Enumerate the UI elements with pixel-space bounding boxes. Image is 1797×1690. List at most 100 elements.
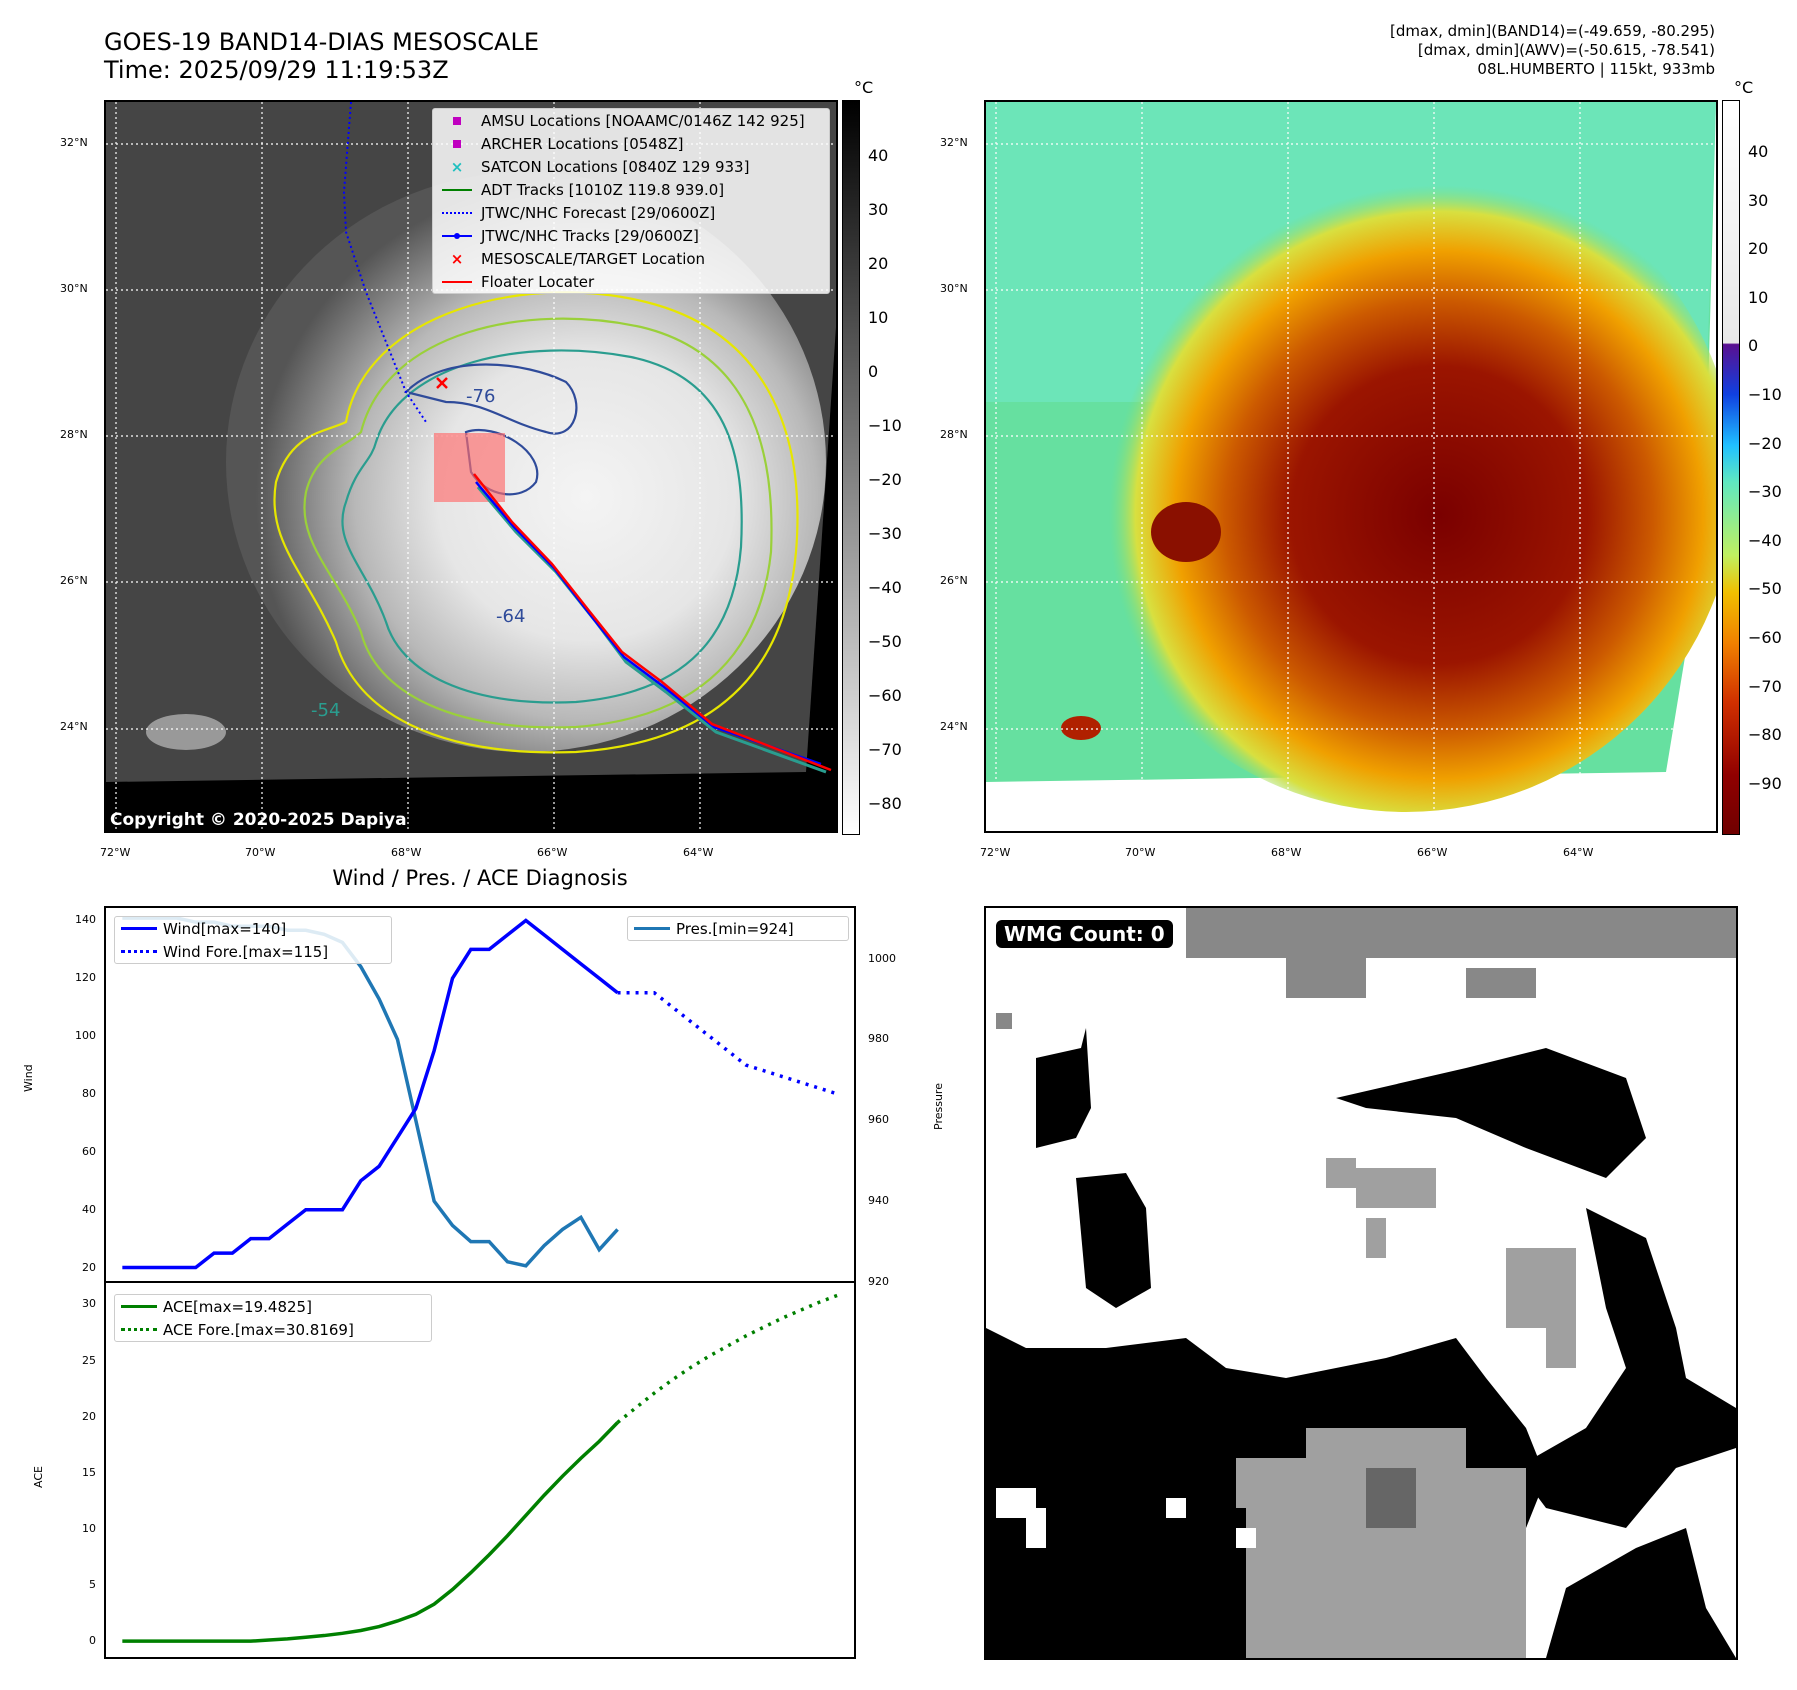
pressure-legend: Pres.[min=924] (627, 916, 849, 941)
lat-label-32: 32°N (60, 136, 88, 149)
pressure-ylabel: Pressure (932, 1083, 945, 1130)
ace-forecast-line (616, 1293, 839, 1424)
lon-label-66: 66°W (537, 846, 568, 859)
wind-ytick: 60 (82, 1144, 96, 1158)
lon-label-72: 72°W (100, 846, 131, 859)
colorbar-left-tick: 20 (868, 254, 889, 273)
wind-ytick: 120 (75, 971, 96, 985)
colorbar-left-tick: −30 (868, 524, 902, 543)
colorbar-right-tick: −30 (1748, 482, 1782, 502)
ace-ytick: 0 (89, 1634, 96, 1648)
awv-graticule (986, 102, 1716, 831)
ace-ytick: 15 (82, 1465, 96, 1479)
contour-blue-1 (403, 363, 578, 435)
map-legend: AMSU Locations [NOAAMC/0146Z 142 925] AR… (432, 108, 830, 294)
diagnosis-svg (104, 906, 856, 1659)
legend-ace: ACE[max=19.4825] (115, 1295, 431, 1318)
wmg-gray-center (1236, 1158, 1576, 1658)
lat-label-28: 28°N (60, 428, 88, 441)
wmg-panel: WMG Count: 0 (984, 906, 1738, 1660)
map-title: GOES-19 BAND14-DIAS MESOSCALE Time: 2025… (104, 28, 539, 84)
legend-floater: Floater Locater (433, 270, 829, 293)
contour-green (303, 317, 773, 729)
wind-ytick: 80 (82, 1087, 96, 1100)
wind-ytick: 40 (82, 1202, 96, 1216)
awv-lon-label-72: 72°W (980, 846, 1011, 859)
awv-lat-label-28: 28°N (940, 428, 968, 441)
pressure-line (122, 916, 619, 1268)
legend-forecast: JTWC/NHC Forecast [29/0600Z] (433, 201, 829, 224)
mesoscale-target-marker (436, 377, 448, 389)
info-line2: [dmax, dmin](AWV)=(-50.615, -78.541) (1417, 41, 1715, 59)
contour-teal (341, 349, 743, 704)
colorbar-right (1722, 100, 1740, 835)
colorbar-right-tick: −20 (1748, 433, 1782, 453)
colorbar-right-tick: −50 (1748, 579, 1782, 599)
title-line2: Time: 2025/09/29 11:19:53Z (104, 56, 449, 84)
awv-lat-label-24: 24°N (940, 720, 968, 733)
legend-mesoscale: × MESOSCALE/TARGET Location (450, 249, 706, 268)
colorbar-right-tick: 0 (1748, 336, 1759, 356)
legend-jtwc-track: JTWC/NHC Tracks [29/0600Z] (433, 224, 829, 247)
wmg-svg (986, 908, 1736, 1658)
wmg-white-holes (996, 1488, 1256, 1548)
colorbar-right-tick: −70 (1748, 676, 1782, 696)
wind-ylabel: Wind (22, 1064, 35, 1092)
diagnosis-title: Wind / Pres. / ACE Diagnosis (332, 866, 628, 890)
colorbar-right-tick: −80 (1748, 725, 1782, 745)
lon-label-70: 70°W (245, 846, 276, 859)
lat-label-24: 24°N (60, 720, 88, 733)
ace-ytick: 10 (82, 1521, 96, 1535)
wind-ytick: 20 (82, 1260, 96, 1274)
colorbar-left-tick: −40 (868, 578, 902, 597)
colorbar-left-tick: −20 (868, 470, 902, 489)
colorbar-right-tick: −10 (1748, 385, 1782, 404)
colorbar-left-tick: 40 (868, 146, 889, 165)
wind-legend: Wind[max=140] Wind Fore.[max=115] (114, 916, 392, 964)
colorbar-right-unit: °C (1734, 78, 1754, 97)
floater-track (473, 473, 832, 772)
title-line1: GOES-19 BAND14-DIAS MESOSCALE (104, 28, 540, 56)
lon-label-64: 64°W (683, 846, 714, 859)
lat-label-26: 26°N (60, 574, 88, 587)
forecast-track (342, 102, 427, 423)
info-line1: [dmax, dmin](BAND14)=(-49.659, -80.295) (1390, 22, 1715, 40)
ir-map-panel: -64 -76 -54 Copyright © 2020-2025 Dapiya… (104, 100, 838, 833)
colorbar-right-tick: 20 (1748, 239, 1769, 259)
wind-line (122, 918, 619, 1270)
ace-ytick: 5 (89, 1578, 96, 1592)
legend-wind-forecast: Wind Fore.[max=115] (115, 940, 391, 963)
legend-satcon: × SATCON Locations [0840Z 129 933] (450, 157, 750, 176)
colorbar-left (842, 100, 860, 835)
colorbar-left-unit: °C (854, 78, 874, 97)
pressure-ytick: 920 (868, 1275, 889, 1288)
ace-ytick: 25 (82, 1353, 96, 1367)
colorbar-left-tick: −10 (868, 416, 902, 435)
awv-lon-label-64: 64°W (1563, 846, 1594, 859)
diagnosis-chart: Wind[max=140] Wind Fore.[max=115] Pres.[… (104, 906, 856, 1660)
ace-legend: ACE[max=19.4825] ACE Fore.[max=30.8169] (114, 1294, 432, 1342)
colorbar-left-tick: 30 (868, 200, 889, 219)
pressure-ytick: 960 (868, 1113, 889, 1127)
awv-lat-label-32: 32°N (940, 136, 968, 149)
awv-storm (1076, 152, 1716, 812)
colorbar-right-tick: −40 (1748, 530, 1782, 550)
ace-ytick: 30 (82, 1297, 96, 1311)
awv-map-panel (984, 100, 1718, 833)
awv-map-svg (986, 102, 1716, 831)
colorbar-right-tick: 40 (1748, 142, 1769, 161)
jtwc-track (475, 481, 822, 766)
contour-label-76: -76 (466, 386, 495, 407)
ir-small-cell (146, 714, 226, 750)
legend-amsu: AMSU Locations [NOAAMC/0146Z 142 925] (433, 109, 829, 132)
awv-lon-label-66: 66°W (1417, 846, 1448, 859)
contour-label-54: -54 (311, 700, 340, 721)
storm-info: [dmax, dmin](BAND14)=(-49.659, -80.295) … (1390, 22, 1715, 79)
copyright: Copyright © 2020-2025 Dapiya (110, 810, 407, 830)
wind-ytick: 140 (75, 913, 96, 927)
lon-label-68: 68°W (391, 846, 422, 859)
awv-small-cell (1061, 716, 1101, 740)
colorbar-left-tick: 0 (868, 362, 879, 381)
awv-outflow-cell (1151, 502, 1221, 562)
floater-box (434, 433, 505, 502)
